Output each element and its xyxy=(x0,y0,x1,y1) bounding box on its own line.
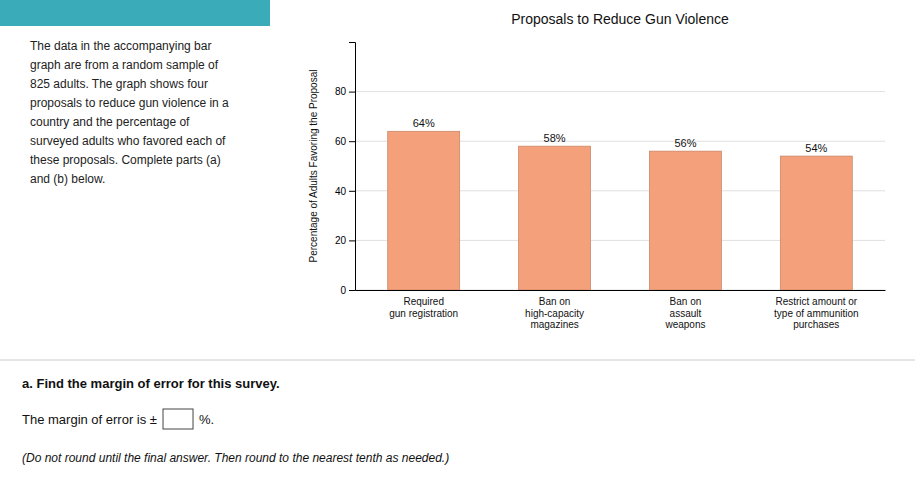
question-a: a. Find the margin of error for this sur… xyxy=(22,376,280,391)
x-tick: Ban onhigh-capacitymagazines xyxy=(525,296,584,330)
y-tick: 40 xyxy=(335,186,355,197)
page: The data in the accompanying bargraph ar… xyxy=(0,0,915,484)
x-tick-label: Ban onhigh-capacitymagazines xyxy=(525,296,584,330)
grid-line xyxy=(355,91,885,92)
y-tick-mark xyxy=(349,290,355,291)
bar xyxy=(780,156,852,290)
y-tick-label: 80 xyxy=(335,86,347,97)
data-label: 54% xyxy=(805,142,827,154)
y-tick: 0 xyxy=(340,285,355,296)
bar xyxy=(388,131,460,290)
x-tick-label: Requiredgun registration xyxy=(389,296,458,319)
instruction-note: (Do not round until the final answer. Th… xyxy=(22,451,449,465)
y-tick-label: 60 xyxy=(335,136,347,147)
chart-title: Proposals to Reduce Gun Violence xyxy=(511,11,729,27)
x-axis-line xyxy=(356,290,886,291)
y-tick-mark xyxy=(349,92,355,93)
bar xyxy=(649,151,721,290)
x-tick-label: Ban onassaultweapons xyxy=(664,296,705,330)
x-tick-label: Restrict amount ortype of ammunitionpurc… xyxy=(774,296,859,330)
y-axis: 0 20 40 60 80 xyxy=(335,43,356,296)
y-tick-mark xyxy=(349,191,355,192)
bars xyxy=(388,131,853,290)
answer-suffix: %. xyxy=(199,412,214,427)
separator xyxy=(0,360,915,361)
y-tick: 60 xyxy=(335,136,355,147)
problem-text: The data in the accompanying bargraph ar… xyxy=(30,39,229,186)
answer-prefix: The margin of error is ± xyxy=(22,412,157,427)
header-bar xyxy=(0,0,270,26)
bar xyxy=(519,146,591,290)
answer-box[interactable] xyxy=(163,409,193,429)
y-tick-label: 0 xyxy=(340,285,346,296)
y-tick: 20 xyxy=(335,235,355,246)
data-label: 58% xyxy=(544,132,566,144)
x-tick: Ban onassaultweapons xyxy=(664,296,705,330)
y-tick-label: 20 xyxy=(335,235,347,246)
data-labels: 64% 58% 56% 54% xyxy=(413,117,828,154)
y-axis-line xyxy=(349,43,356,291)
data-label: 56% xyxy=(674,137,696,149)
plot: 64% 58% 56% 54% 0 20 40 60 80 Requiredgun registr… xyxy=(335,43,886,331)
y-tick-mark xyxy=(349,141,355,142)
y-axis-title: Percentage of Adults Favoring the Propos… xyxy=(308,70,319,263)
y-tick: 80 xyxy=(335,86,355,97)
y-tick-mark xyxy=(349,240,355,241)
grid xyxy=(355,92,885,290)
x-tick: Restrict amount ortype of ammunitionpurc… xyxy=(774,296,859,330)
data-label: 64% xyxy=(413,117,435,129)
x-tick: Requiredgun registration xyxy=(389,296,458,319)
x-axis: Requiredgun registration Ban onhigh-capac… xyxy=(356,291,886,331)
y-tick-label: 40 xyxy=(335,186,347,197)
